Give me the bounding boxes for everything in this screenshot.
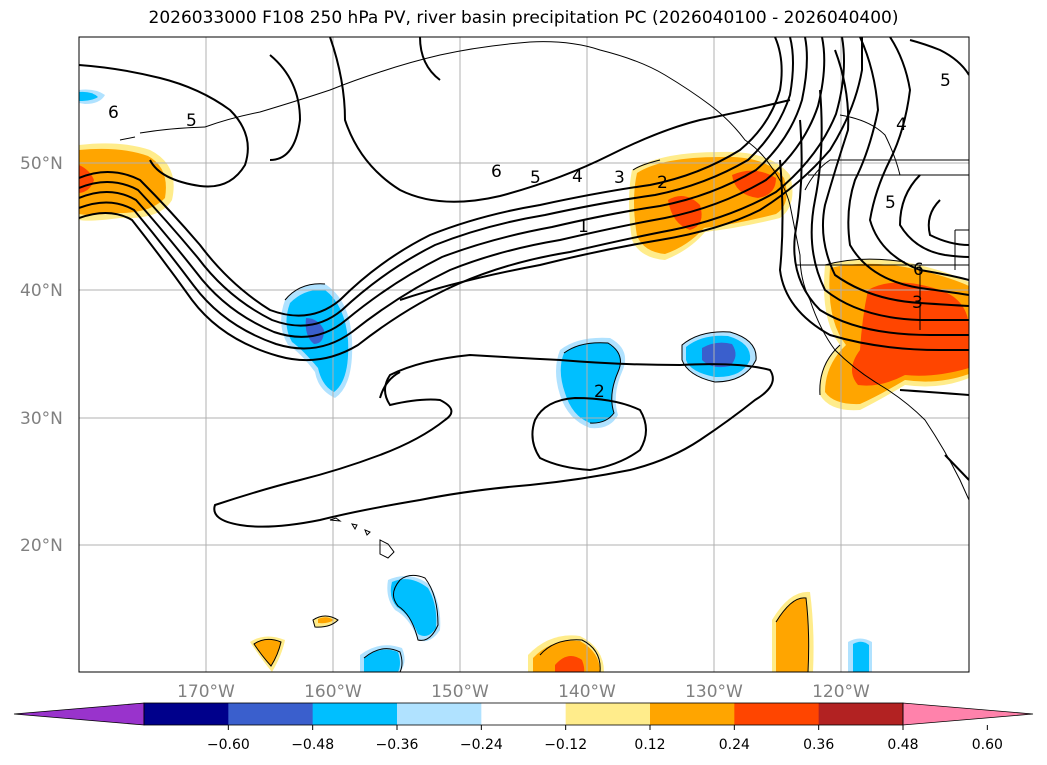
lon-label: 130°W <box>685 682 743 702</box>
colorbar: −0.60 −0.48 −0.36 −0.24 −0.12 0.12 0.24 0.36 0.4… <box>13 702 1034 753</box>
longitude-labels: 170°W 160°W 150°W 140°W 130°W 120°W <box>177 682 870 702</box>
contour-label: 3 <box>912 293 923 313</box>
contour-label: 5 <box>940 71 951 91</box>
lon-label: 170°W <box>177 682 235 702</box>
colorbar-tick-label: −0.36 <box>376 737 419 753</box>
contour-label: 5 <box>530 168 541 188</box>
map-frame <box>78 36 970 673</box>
colorbar-tick-label: 0.36 <box>803 737 834 753</box>
lon-label: 120°W <box>812 682 870 702</box>
lon-label: 160°W <box>304 682 362 702</box>
colorbar-segment <box>228 703 314 725</box>
colorbar-segment <box>565 703 651 725</box>
contour-label: 2 <box>657 173 668 193</box>
contour-label: 6 <box>491 162 502 182</box>
contour-label: 2 <box>594 382 605 402</box>
colorbar-tick-label: 0.60 <box>972 737 1003 753</box>
colorbar-tick-label: 0.12 <box>634 737 665 753</box>
contour-label: 4 <box>572 167 583 187</box>
colorbar-arrow-high <box>902 702 1034 726</box>
contour-label: 6 <box>913 260 924 280</box>
latitude-labels: 50°N 40°N 30°N 20°N <box>20 154 63 556</box>
colorbar-segment <box>734 703 820 725</box>
lat-label: 40°N <box>20 281 63 301</box>
lat-label: 50°N <box>20 154 63 174</box>
colorbar-segment <box>144 703 229 725</box>
colorbar-tick-label: −0.60 <box>207 737 250 753</box>
pv-contours <box>79 37 969 528</box>
colorbar-tick-label: −0.24 <box>460 737 503 753</box>
contour-label: 5 <box>885 193 896 213</box>
lat-label: 30°N <box>20 409 63 429</box>
map-title: 2026033000 F108 250 hPa PV, river basin … <box>148 8 899 28</box>
lon-label: 150°W <box>431 682 489 702</box>
contour-labels: 6 5 6 5 4 3 2 1 2 4 5 6 3 5 <box>108 71 951 402</box>
contour-label: 1 <box>578 217 589 237</box>
colorbar-tick-label: 0.24 <box>719 737 750 753</box>
lat-label: 20°N <box>20 536 63 556</box>
contour-label: 4 <box>896 115 907 135</box>
contour-label: 3 <box>614 168 625 188</box>
lon-label: 140°W <box>558 682 616 702</box>
colorbar-segment <box>650 703 735 725</box>
colorbar-segment <box>397 703 482 725</box>
colorbar-tick-label: −0.12 <box>544 737 587 753</box>
colorbar-segment <box>818 703 904 725</box>
colorbar-segment <box>312 703 398 725</box>
colorbar-tick-label: 0.48 <box>887 737 918 753</box>
colorbar-border <box>143 702 904 726</box>
contour-label: 5 <box>186 111 197 131</box>
colorbar-segment <box>481 703 567 725</box>
colorbar-tick-label: −0.48 <box>291 737 334 753</box>
colorbar-arrow-low <box>13 702 145 726</box>
contour-label: 6 <box>108 103 119 123</box>
